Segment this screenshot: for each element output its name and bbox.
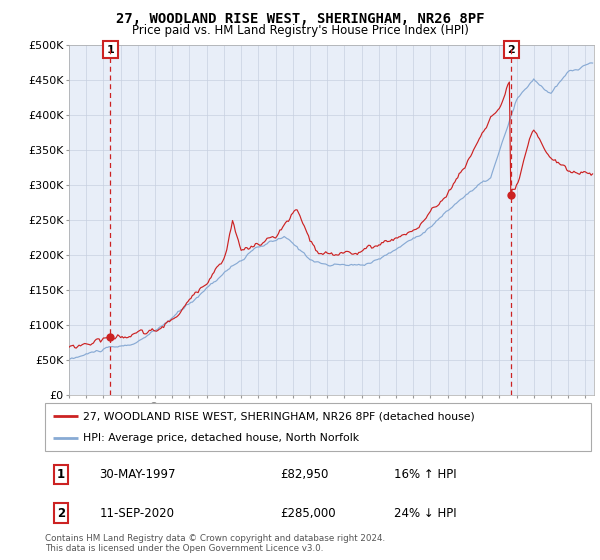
Text: £82,950: £82,950 — [280, 468, 328, 481]
Text: 24% ↓ HPI: 24% ↓ HPI — [394, 507, 457, 520]
Text: 27, WOODLAND RISE WEST, SHERINGHAM, NR26 8PF: 27, WOODLAND RISE WEST, SHERINGHAM, NR26… — [116, 12, 484, 26]
Text: Price paid vs. HM Land Registry's House Price Index (HPI): Price paid vs. HM Land Registry's House … — [131, 24, 469, 36]
Text: HPI: Average price, detached house, North Norfolk: HPI: Average price, detached house, Nort… — [83, 433, 359, 443]
Text: 2: 2 — [57, 507, 65, 520]
Text: Contains HM Land Registry data © Crown copyright and database right 2024.
This d: Contains HM Land Registry data © Crown c… — [45, 534, 385, 553]
FancyBboxPatch shape — [45, 403, 591, 451]
Text: 2: 2 — [508, 45, 515, 55]
Text: 30-MAY-1997: 30-MAY-1997 — [100, 468, 176, 481]
Text: 16% ↑ HPI: 16% ↑ HPI — [394, 468, 457, 481]
Text: 1: 1 — [107, 45, 115, 55]
Text: £285,000: £285,000 — [280, 507, 335, 520]
Text: 11-SEP-2020: 11-SEP-2020 — [100, 507, 175, 520]
Text: 27, WOODLAND RISE WEST, SHERINGHAM, NR26 8PF (detached house): 27, WOODLAND RISE WEST, SHERINGHAM, NR26… — [83, 411, 475, 421]
Text: 1: 1 — [57, 468, 65, 481]
